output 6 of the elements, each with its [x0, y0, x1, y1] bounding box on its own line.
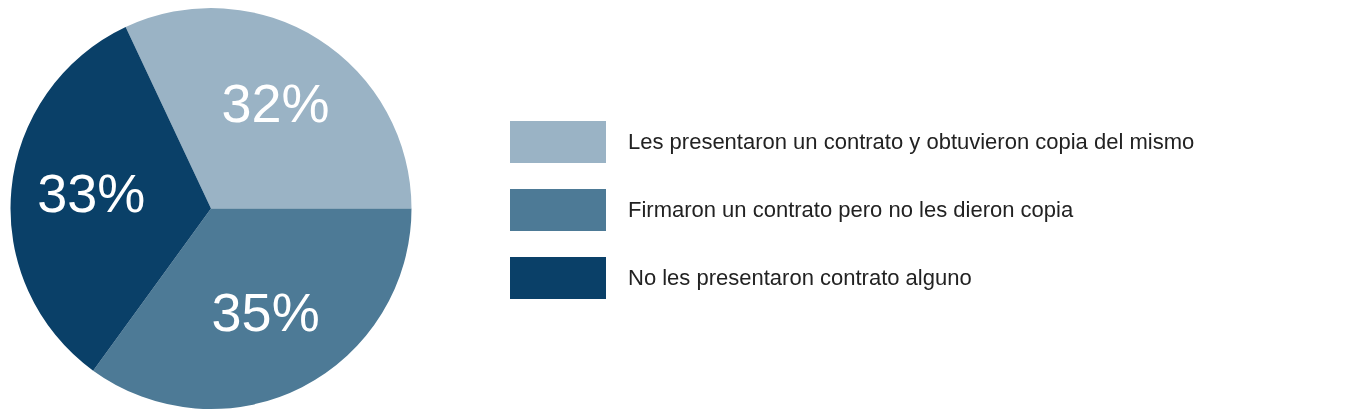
data-label: 35%	[211, 281, 320, 342]
data-label: 32%	[221, 72, 330, 133]
legend-label: Les presentaron un contrato y obtuvieron copia del mismo	[628, 129, 1195, 155]
data-label: 33%	[37, 163, 146, 224]
legend-label: No les presentaron contrato alguno	[628, 265, 972, 291]
legend-label: Firmaron un contrato pero no les dieron copia	[628, 197, 1074, 223]
